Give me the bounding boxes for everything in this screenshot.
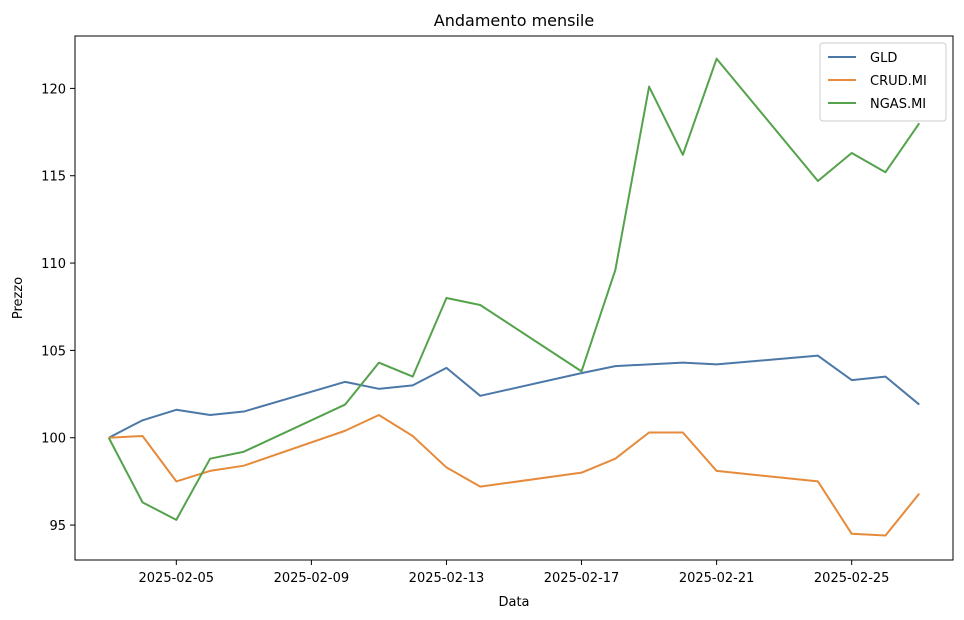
series-line-ngas-mi bbox=[107, 57, 921, 521]
x-axis: 2025-02-05 2025-02-09 2025-02-13 2025-02-17… bbox=[139, 560, 890, 586]
x-tick-label: 2025-02-05 bbox=[139, 571, 215, 586]
y-tick-label: 120 bbox=[41, 82, 66, 97]
x-tick-label: 2025-02-09 bbox=[274, 571, 350, 586]
y-axis-label: Prezzo bbox=[11, 277, 26, 319]
y-tick-label: 100 bbox=[41, 432, 66, 447]
plot-area bbox=[74, 35, 954, 561]
series-lines bbox=[107, 57, 921, 537]
series-line-crud-mi bbox=[108, 414, 921, 537]
y-axis: 95 100 105 110 115 120 bbox=[41, 82, 75, 534]
y-tick-label: 110 bbox=[41, 257, 66, 272]
x-tick-label: 2025-02-21 bbox=[679, 571, 755, 586]
legend-label: CRUD.MI bbox=[870, 74, 927, 89]
legend-box bbox=[819, 42, 947, 122]
y-tick-label: 115 bbox=[41, 170, 66, 185]
x-tick-label: 2025-02-13 bbox=[409, 571, 485, 586]
chart-title: Andamento mensile bbox=[434, 11, 594, 30]
legend-label: NGAS.MI bbox=[870, 97, 926, 112]
plot-frame bbox=[74, 35, 954, 561]
series-line-gld bbox=[108, 354, 920, 439]
x-tick-label: 2025-02-25 bbox=[814, 571, 890, 586]
y-tick-label: 95 bbox=[49, 519, 66, 534]
legend-label: GLD bbox=[870, 51, 897, 66]
x-tick-label: 2025-02-17 bbox=[544, 571, 620, 586]
y-tick-label: 105 bbox=[41, 344, 66, 359]
legend: GLD CRUD.MI NGAS.MI bbox=[819, 42, 947, 122]
x-axis-label: Data bbox=[498, 595, 529, 610]
